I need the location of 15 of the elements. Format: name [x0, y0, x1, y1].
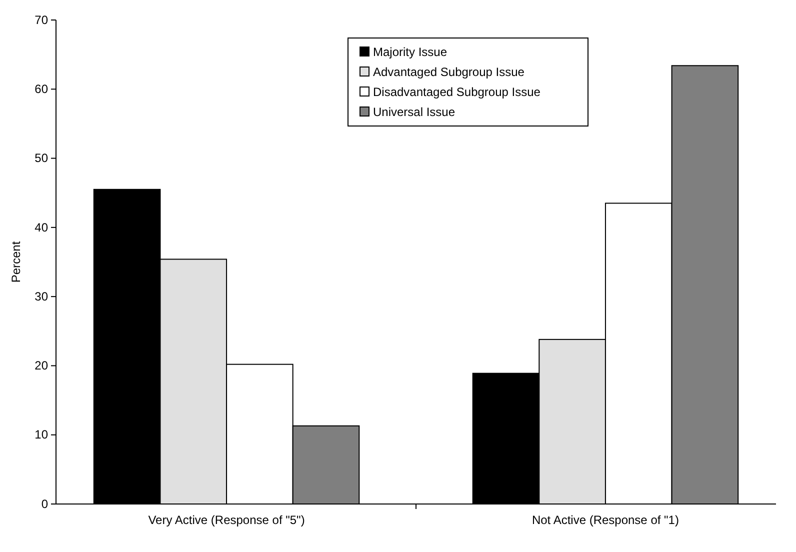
x-tick-label: Very Active (Response of "5") — [148, 513, 305, 527]
y-tick-label: 30 — [34, 289, 48, 304]
y-tick-label: 10 — [34, 428, 48, 442]
legend-label: Universal Issue — [373, 104, 456, 119]
x-tick-label: Not Active (Response of "1) — [532, 513, 679, 527]
y-tick-label: 60 — [34, 82, 48, 96]
y-tick-label: 50 — [34, 151, 48, 166]
y-tick-label: 0 — [41, 496, 48, 511]
y-tick-label: 40 — [34, 220, 48, 234]
legend-label: Advantaged Subgroup Issue — [373, 64, 525, 79]
legend-label: Disadvantaged Subgroup Issue — [373, 84, 541, 99]
y-tick-label: 70 — [34, 12, 48, 27]
legend-label: Majority Issue — [373, 44, 448, 59]
y-tick-label: 20 — [34, 358, 48, 373]
y-axis-title: Percent — [9, 240, 23, 283]
